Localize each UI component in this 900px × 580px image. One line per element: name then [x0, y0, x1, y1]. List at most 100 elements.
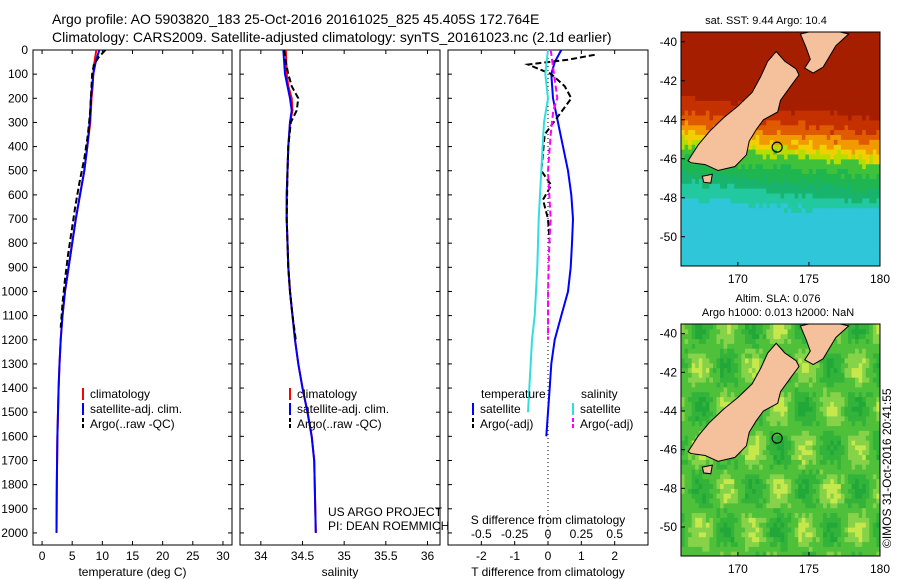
map-cell: [855, 46, 860, 53]
map-cell: [830, 183, 835, 189]
map-cell: [691, 183, 696, 189]
map-cell: [713, 391, 718, 398]
map-cell: [816, 202, 821, 209]
map-cell: [784, 391, 789, 398]
map-cell: [826, 464, 831, 470]
map-cell: [723, 61, 728, 67]
map-cell: [713, 357, 718, 364]
map-cell: [705, 66, 711, 72]
map-cell: [794, 343, 799, 349]
map-cell: [830, 261, 835, 266]
map-cell: [805, 522, 810, 528]
map-cell: [755, 56, 760, 62]
map-cell: [684, 420, 689, 427]
map-cell: [773, 328, 778, 335]
map-cell: [691, 353, 696, 359]
map-cell: [737, 357, 743, 364]
map-cell: [713, 328, 718, 335]
map-cell: [808, 396, 814, 402]
map-cell: [688, 144, 693, 150]
map-cell: [776, 401, 782, 407]
map-cell: [773, 114, 778, 121]
map-cell: [709, 362, 714, 369]
map-cell: [713, 207, 718, 213]
map-cell: [762, 149, 767, 155]
map-cell: [830, 144, 835, 150]
map-cell: [727, 473, 732, 480]
map-cell: [688, 420, 693, 427]
map-cell: [773, 207, 778, 213]
map-cell: [823, 488, 828, 494]
map-cell: [713, 464, 718, 470]
map-cell: [737, 202, 743, 209]
map-cell: [730, 536, 735, 543]
map-cell: [812, 178, 817, 184]
map-cell: [784, 536, 789, 543]
map-cell: [755, 256, 760, 262]
map-cell: [876, 212, 880, 218]
map-cell: [780, 231, 785, 238]
map-cell: [791, 522, 796, 528]
map-cell: [723, 168, 728, 174]
map-cell: [784, 498, 789, 504]
map-cell: [769, 536, 774, 543]
map-cell: [709, 483, 714, 489]
map-cell: [681, 197, 686, 204]
map-cell: [734, 163, 739, 170]
map-cell: [816, 502, 821, 509]
map-cell: [681, 483, 686, 489]
map-cell: [723, 527, 728, 533]
map-cell: [798, 105, 803, 111]
map-cell: [869, 197, 874, 204]
map-cell: [798, 46, 803, 53]
map-cell: [716, 464, 721, 470]
map-cell: [812, 173, 817, 179]
map-cell: [791, 473, 796, 480]
map-cell: [837, 80, 842, 87]
map-cell: [705, 256, 711, 262]
map-cell: [727, 546, 732, 552]
map-cell: [787, 522, 792, 528]
map-cell: [855, 256, 860, 262]
map-cell: [801, 348, 806, 354]
map-cell: [702, 188, 707, 194]
map-cell: [844, 75, 849, 82]
map-cell: [705, 61, 711, 67]
map-cell: [780, 158, 785, 165]
map-cell: [816, 411, 821, 417]
map-cell: [833, 183, 838, 189]
map-cell: [776, 168, 782, 174]
map-cell: [702, 105, 707, 111]
map-cell: [851, 168, 856, 174]
map-cell: [787, 386, 792, 393]
map-cell: [688, 411, 693, 417]
map-cell: [759, 464, 764, 470]
map-cell: [684, 386, 689, 393]
map-cell: [798, 362, 803, 369]
map-cell: [865, 32, 870, 38]
map-cell: [716, 251, 721, 257]
map-cell: [872, 251, 878, 257]
map-cell: [713, 536, 718, 543]
map-cell: [730, 32, 735, 38]
map-cell: [872, 173, 878, 179]
map-cell: [851, 134, 856, 140]
map-cell: [748, 362, 753, 369]
map-cell: [695, 236, 700, 243]
map-cell: [681, 139, 686, 145]
map-cell: [823, 251, 828, 257]
map-cell: [855, 168, 860, 174]
map-cell: [745, 231, 750, 238]
map-cell: [791, 144, 796, 150]
map-cell: [787, 32, 792, 38]
map-cell: [808, 95, 814, 101]
map-cell: [808, 449, 814, 456]
map-cell: [748, 192, 753, 199]
map-cell: [691, 488, 696, 494]
map-cell: [695, 256, 700, 262]
sla-map-title: Altim. SLA: 0.076: [736, 293, 821, 305]
map-cell: [869, 105, 874, 111]
map-cell: [819, 411, 824, 417]
map-cell: [826, 483, 831, 489]
map-cell: [830, 502, 835, 509]
